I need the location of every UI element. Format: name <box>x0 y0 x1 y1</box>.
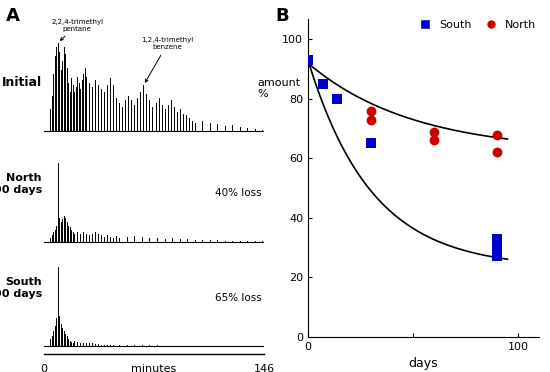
Point <box>493 150 502 155</box>
Text: 2,2,4-trimethyl
pentane: 2,2,4-trimethyl pentane <box>51 19 103 41</box>
Point <box>318 81 327 87</box>
Point <box>493 235 502 241</box>
Point <box>367 108 376 114</box>
Text: minutes: minutes <box>131 364 177 372</box>
Text: 1,2,4-trimethyl
benzene: 1,2,4-trimethyl benzene <box>141 37 194 82</box>
Text: 0: 0 <box>41 364 47 372</box>
Point <box>367 117 376 123</box>
Point <box>304 57 312 63</box>
X-axis label: days: days <box>409 357 438 370</box>
Point <box>430 129 438 135</box>
Text: North
90 days: North 90 days <box>0 173 42 195</box>
Text: 65% loss: 65% loss <box>215 292 262 302</box>
Text: South
90 days: South 90 days <box>0 277 42 299</box>
Point <box>493 244 502 250</box>
Point <box>333 96 342 102</box>
Point <box>493 132 502 138</box>
Legend: South, North: South, North <box>412 18 538 32</box>
Text: 146: 146 <box>254 364 274 372</box>
Text: amount
%: amount % <box>257 78 300 99</box>
Text: Initial: Initial <box>2 76 42 89</box>
Text: B: B <box>275 7 289 25</box>
Point <box>367 141 376 147</box>
Text: 40% loss: 40% loss <box>215 188 262 198</box>
Point <box>493 253 502 259</box>
Point <box>430 138 438 144</box>
Text: A: A <box>6 7 19 25</box>
